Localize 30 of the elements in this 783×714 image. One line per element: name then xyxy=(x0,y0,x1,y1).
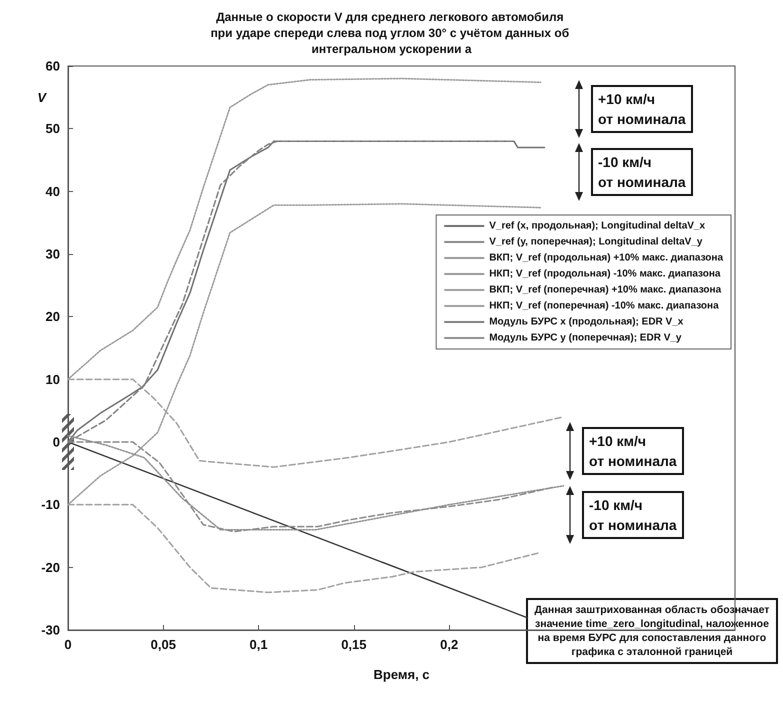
legend-label: V_ref (y, поперечная); Longitudinal deltaV_y xyxy=(489,236,703,248)
y-tick-label: -30 xyxy=(41,622,60,638)
legend-label: Модуль БУРС x (продольная); EDR V_x xyxy=(489,316,684,328)
x-tick-label: 0,15 xyxy=(341,637,367,652)
x-tick-label: 0,1 xyxy=(250,637,268,652)
legend-label: V_ref (x, продольная); Longitudinal deltaV_x xyxy=(489,220,706,232)
y-tick-label: 10 xyxy=(46,372,60,387)
annotation: -10 км/ч от номинала xyxy=(582,491,684,539)
y-tick-label: 30 xyxy=(46,246,60,262)
legend-label: ВКП; V_ref (продольная) +10% макс. диапазона xyxy=(489,252,724,264)
y-tick-label: 0 xyxy=(52,434,60,450)
legend-label: ВКП; V_ref (поперечная) +10% макс. диапазона xyxy=(489,284,722,296)
annotation: -10 км/ч от номинала xyxy=(591,148,693,196)
y-tick-label: 50 xyxy=(46,121,60,136)
x-tick-label: 0,2 xyxy=(440,637,458,652)
y-tick-label: 40 xyxy=(46,184,60,199)
x-axis-title: Время, с xyxy=(373,667,430,682)
legend-label: НКП; V_ref (продольная) -10% макс. диапазона xyxy=(489,268,721,280)
y-tick-label: 20 xyxy=(46,309,60,324)
y-tick-label: 60 xyxy=(46,58,60,74)
legend-label: Модуль БУРС y (поперечная); EDR V_y xyxy=(489,332,682,344)
y-tick-label: -20 xyxy=(41,560,60,575)
y-tick-label: -10 xyxy=(41,497,60,512)
x-tick-label: 0 xyxy=(64,637,72,652)
annotation: +10 км/ч от номинала xyxy=(582,427,684,475)
y-axis-title: V xyxy=(37,90,48,105)
x-tick-label: 0,05 xyxy=(150,637,176,652)
legend-label: НКП; V_ref (поперечная) -10% макс. диапазона xyxy=(489,300,720,312)
chart-title: Данные о скорости V для среднего легкового автомобиля при ударе спереди слева под углом 30° с учётом данных об интегральном ускорении a xyxy=(210,10,572,56)
annotation: +10 км/ч от номинала xyxy=(591,85,693,133)
